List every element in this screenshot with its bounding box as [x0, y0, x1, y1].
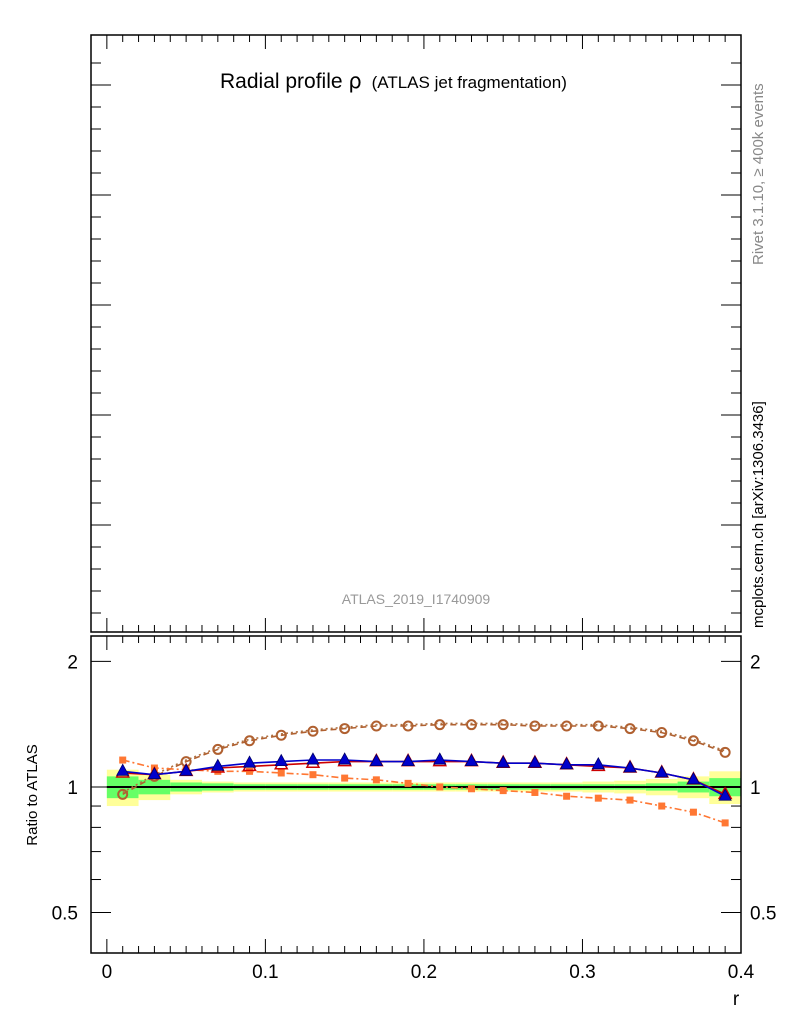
data-point [404, 779, 412, 787]
x-tick-label: 0.4 [728, 962, 755, 983]
data-point [655, 765, 669, 778]
top-panel: Radial profile ρ (ATLAS jet fragmentatio… [90, 34, 742, 633]
data-point [337, 752, 352, 765]
top-panel-frame [90, 34, 742, 633]
series-1 [122, 722, 726, 794]
data-point [721, 819, 729, 827]
data-point [687, 735, 699, 747]
data-point [401, 753, 415, 767]
data-point [274, 753, 288, 767]
data-point [306, 752, 320, 765]
ratio-y-axis-label: Ratio to ATLAS [24, 744, 41, 845]
y-tick-label-right: 2 [750, 652, 761, 673]
ratio-series [115, 719, 733, 827]
ratio-panel-frame [90, 635, 742, 954]
data-point [626, 796, 634, 804]
data-point [277, 769, 285, 777]
top-panel-title: Radial profile ρ (ATLAS jet fragmentatio… [220, 69, 567, 93]
x-axis-label: r [733, 989, 740, 1010]
series-line [122, 722, 726, 794]
data-point [686, 772, 701, 785]
y-tick-label-right: 1 [750, 778, 761, 799]
data-point [531, 788, 539, 796]
y-tick-label-right: 0.5 [750, 904, 776, 925]
title-sub: (ATLAS jet fragmentation) [372, 73, 567, 92]
title-main: Radial profile [220, 70, 343, 93]
data-point [309, 771, 317, 779]
data-point [244, 735, 256, 747]
data-point [591, 756, 605, 770]
data-point [624, 723, 636, 735]
ratio-panel: 0 0.1 0.2 0.3 0.4 0.5 0.5 1 1 2 2 Ratio to ATLAS r [24, 635, 777, 1010]
data-point [465, 719, 477, 731]
data-point [563, 792, 571, 800]
data-point [497, 719, 509, 731]
data-point [402, 720, 414, 732]
ratio-tick-labels: 0 0.1 0.2 0.3 0.4 0.5 0.5 1 1 2 2 [52, 652, 777, 983]
data-point [117, 788, 129, 800]
rivet-label: Rivet 3.1.10, ≥ 400k events [750, 83, 767, 265]
ratio-panel-ticks [90, 636, 742, 954]
data-point [561, 720, 573, 732]
data-point [529, 720, 541, 732]
data-point [341, 774, 349, 782]
series-4 [116, 752, 732, 801]
data-point [242, 755, 257, 768]
data-point [719, 746, 731, 758]
data-point [594, 794, 602, 802]
data-point [499, 787, 507, 795]
data-point [467, 785, 475, 793]
data-point [592, 720, 604, 732]
title-symbol: ρ [348, 69, 361, 93]
data-point [436, 783, 444, 791]
y-tick-label-left: 1 [67, 778, 78, 799]
data-point [464, 753, 479, 767]
data-point [372, 776, 380, 784]
data-point [658, 802, 666, 810]
data-point [211, 758, 225, 771]
x-tick-label: 0.2 [411, 962, 437, 983]
data-point [496, 755, 510, 768]
data-point [434, 719, 446, 731]
analysis-id: ATLAS_2019_I1740909 [342, 591, 491, 607]
y-tick-label-left: 2 [67, 652, 78, 673]
data-point [119, 756, 127, 764]
data-point [528, 755, 542, 768]
data-point [559, 756, 574, 770]
series-line [122, 759, 726, 797]
x-tick-label: 0.3 [569, 962, 595, 983]
data-point [116, 763, 130, 776]
data-point [147, 766, 162, 780]
data-point [623, 760, 637, 773]
mcplots-label: mcplots.cern.ch [arXiv:1306.3436] [750, 401, 767, 628]
data-point [179, 763, 193, 776]
data-point [433, 752, 447, 765]
top-panel-ticks [90, 35, 742, 632]
y-tick-label-left: 0.5 [52, 904, 78, 925]
data-point [246, 767, 254, 775]
data-point [370, 720, 382, 732]
x-tick-label: 0 [102, 962, 113, 983]
data-point [369, 753, 384, 767]
data-point [339, 723, 351, 735]
data-point [689, 808, 697, 816]
data-point [718, 788, 732, 801]
x-tick-label: 0.1 [252, 962, 278, 983]
data-point [307, 725, 319, 737]
